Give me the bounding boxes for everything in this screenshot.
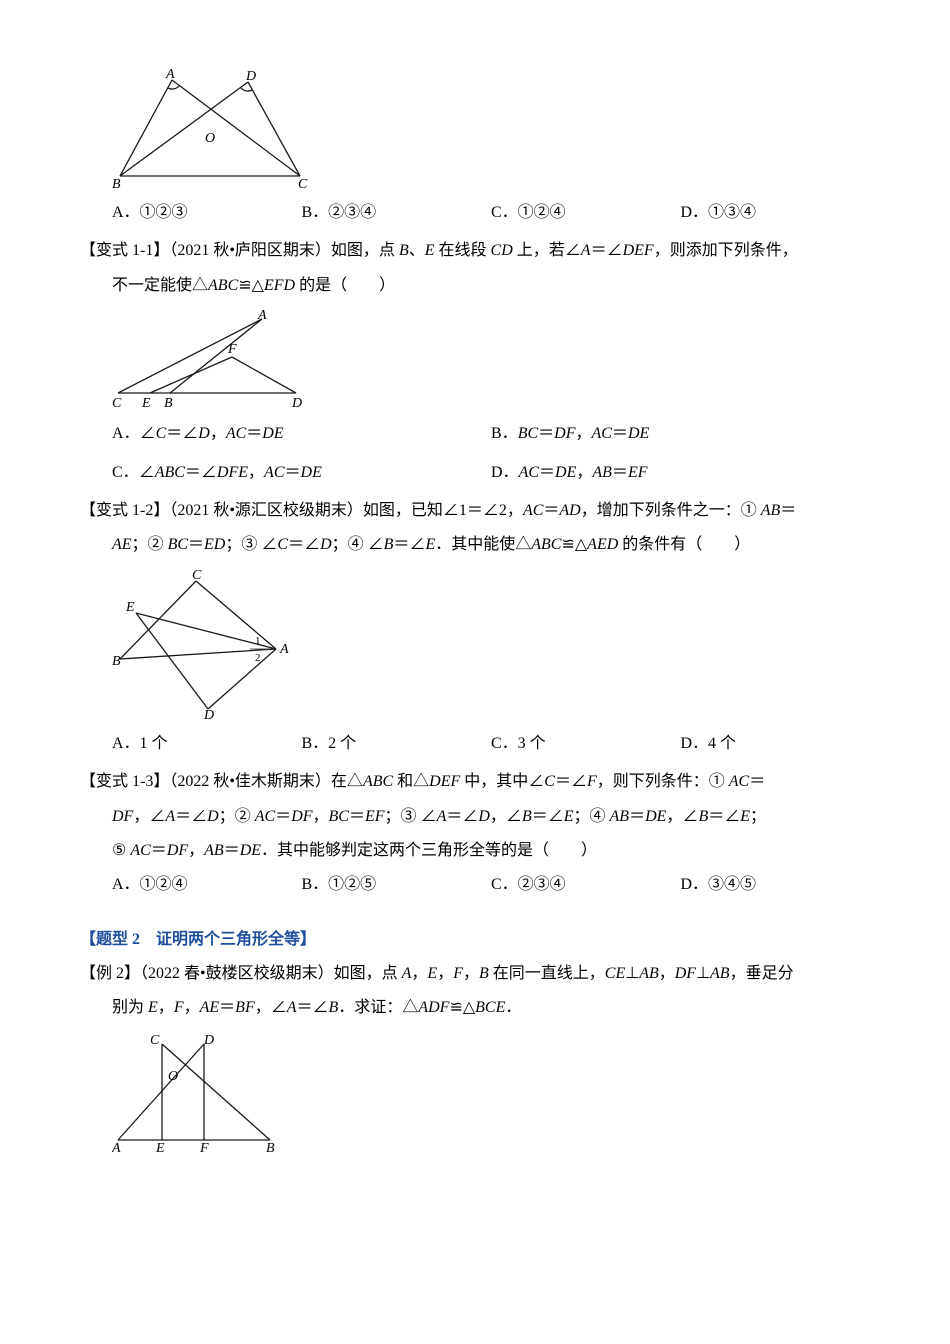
b12-opt-B[interactable]: B．2 个 <box>302 729 492 759</box>
svg-text:B: B <box>112 654 121 669</box>
b11-options-row1: A．∠C＝∠D，AC＝DE B．BC＝DF，AC＝DE <box>80 419 870 449</box>
b12-line2: AE；② BC＝ED；③ ∠C＝∠D；④ ∠B＝∠E．其中能使△ABC≌△AED… <box>80 530 870 560</box>
figure-b11: A F C E B D <box>80 309 870 409</box>
figure-b12-svg: A B C D E 1 2 <box>112 569 292 719</box>
figure-b12: A B C D E 1 2 <box>80 569 870 719</box>
svg-text:C: C <box>112 396 122 409</box>
q1-opt-D[interactable]: D．①③④ <box>681 198 871 228</box>
svg-text:D: D <box>203 1033 214 1048</box>
ex2-line1: 【例 2】（2022 春•鼓楼区校级期末）如图，点 A，E，F，B 在同一直线上… <box>80 959 870 989</box>
label-B: B <box>112 177 121 188</box>
svg-text:A: A <box>257 309 267 323</box>
figure-b11-svg: A F C E B D <box>112 309 312 409</box>
q1-opt-B[interactable]: B．②③④ <box>302 198 492 228</box>
b13-opt-A[interactable]: A．①②④ <box>112 870 302 900</box>
b11-opt-A[interactable]: A．∠C＝∠D，AC＝DE <box>112 419 491 449</box>
svg-text:F: F <box>199 1141 209 1152</box>
q1-opt-C[interactable]: C．①②④ <box>491 198 681 228</box>
q1-options: A．①②③ B．②③④ C．①②④ D．①③④ <box>80 198 870 228</box>
svg-text:B: B <box>266 1141 275 1152</box>
b13-opt-D[interactable]: D．③④⑤ <box>681 870 871 900</box>
q1-opt-A[interactable]: A．①②③ <box>112 198 302 228</box>
svg-text:A: A <box>112 1141 121 1152</box>
b12-opt-C[interactable]: C．3 个 <box>491 729 681 759</box>
svg-text:C: C <box>150 1033 160 1048</box>
b12-options: A．1 个 B．2 个 C．3 个 D．4 个 <box>80 729 870 759</box>
svg-text:A: A <box>279 642 289 657</box>
b13-line1: 【变式 1-3】（2022 秋•佳木斯期末）在△ABC 和△DEF 中，其中∠C… <box>80 767 870 797</box>
figure-ex2-svg: A B E F C D O <box>112 1032 282 1152</box>
b12-opt-D[interactable]: D．4 个 <box>681 729 871 759</box>
b12-opt-A[interactable]: A．1 个 <box>112 729 302 759</box>
b11-head: 【变式 1-1】（2021 秋•庐阳区期末）如图，点 <box>80 242 399 259</box>
label-O: O <box>205 131 215 146</box>
svg-text:2: 2 <box>255 652 261 664</box>
svg-text:O: O <box>168 1069 178 1084</box>
svg-text:E: E <box>125 600 135 615</box>
svg-text:D: D <box>291 396 302 409</box>
figure-q1: A D B C O <box>80 68 870 188</box>
svg-text:E: E <box>141 396 151 409</box>
b11-options-row2: C．∠ABC＝∠DFE，AC＝DE D．AC＝DE，AB＝EF <box>80 458 870 488</box>
svg-text:F: F <box>227 342 237 357</box>
figure-q1-svg: A D B C O <box>112 68 312 188</box>
b13-opt-C[interactable]: C．②③④ <box>491 870 681 900</box>
svg-text:1: 1 <box>255 635 261 647</box>
b11-line2: 不一定能使△ABC≌△EFD 的是（ ） <box>80 271 870 301</box>
b13-options: A．①②④ B．①②⑤ C．②③④ D．③④⑤ <box>80 870 870 900</box>
type2-title: 【题型 2 证明两个三角形全等】 <box>80 925 870 955</box>
svg-text:B: B <box>164 396 173 409</box>
figure-ex2: A B E F C D O <box>80 1032 870 1152</box>
label-A: A <box>165 68 175 82</box>
b11-line1: 【变式 1-1】（2021 秋•庐阳区期末）如图，点 B、E 在线段 CD 上，… <box>80 236 870 266</box>
b13-line2: DF，∠A＝∠D；② AC＝DF，BC＝EF；③ ∠A＝∠D，∠B＝∠E；④ A… <box>80 802 870 832</box>
ex2-line2: 别为 E，F，AE＝BF，∠A＝∠B．求证：△ADF≌△BCE． <box>80 993 870 1023</box>
b13-line3: ⑤ AC＝DF，AB＝DE．其中能够判定这两个三角形全等的是（ ） <box>80 836 870 866</box>
label-D: D <box>245 69 256 84</box>
svg-text:E: E <box>155 1141 165 1152</box>
b12-line1: 【变式 1-2】（2021 秋•源汇区校级期末）如图，已知∠1＝∠2，AC＝AD… <box>80 496 870 526</box>
label-C: C <box>298 177 308 188</box>
b11-opt-D[interactable]: D．AC＝DE，AB＝EF <box>491 458 870 488</box>
b11-opt-C[interactable]: C．∠ABC＝∠DFE，AC＝DE <box>112 458 491 488</box>
svg-text:D: D <box>203 708 214 719</box>
b11-opt-B[interactable]: B．BC＝DF，AC＝DE <box>491 419 870 449</box>
svg-text:C: C <box>192 569 202 583</box>
b13-opt-B[interactable]: B．①②⑤ <box>302 870 492 900</box>
